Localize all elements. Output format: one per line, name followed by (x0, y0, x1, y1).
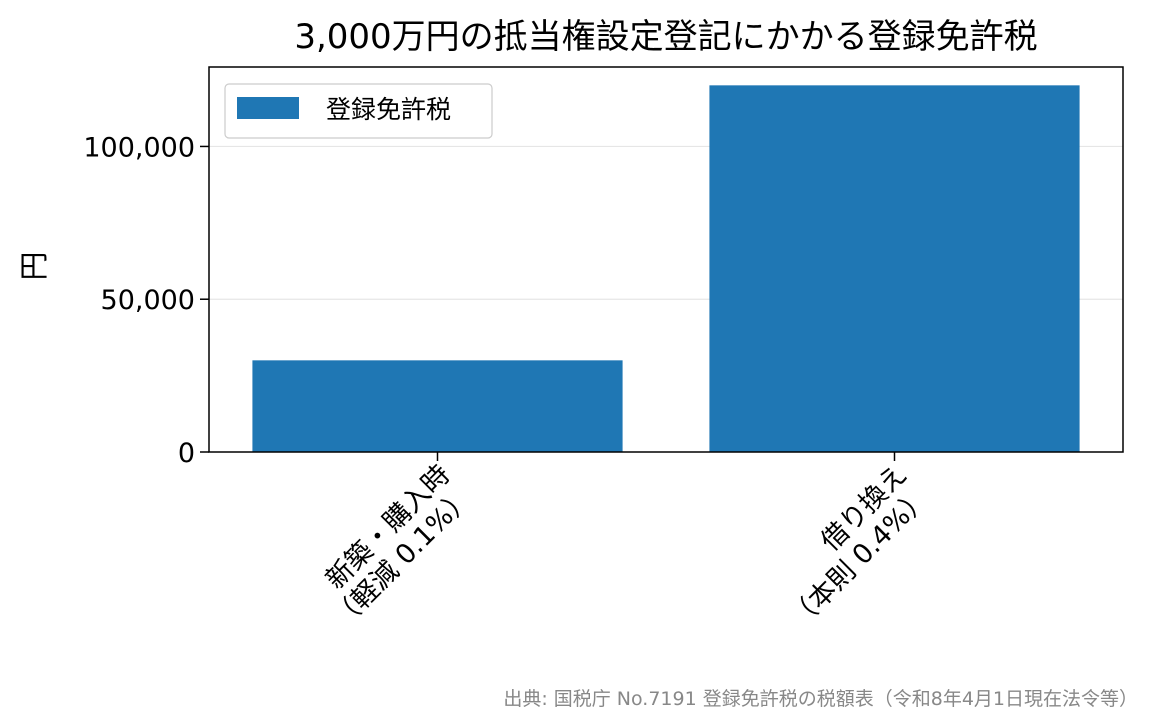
y-tick-label: 100,000 (83, 132, 195, 163)
plot-frame (208, 66, 1124, 453)
y-tick-label: 50,000 (101, 285, 195, 316)
x-tick-label: 新築・購入時（軽減 0.1%） (304, 459, 479, 634)
bar (252, 360, 623, 452)
bar (709, 85, 1080, 452)
legend: 登録免許税 (224, 83, 493, 139)
chart-title: 3,000万円の抵当権設定登記にかかる登録免許税 (294, 17, 1037, 57)
x-axis: 新築・購入時（軽減 0.1%） 借り換え（本則 0.4%） (304, 452, 936, 635)
svg-text:新築・購入時（軽減 0.1%）: 新築・購入時（軽減 0.1%） (304, 459, 479, 634)
y-axis: 0 50,000 100,000 (83, 132, 209, 469)
x-tick-label: 借り換え（本則 0.4%） (761, 459, 936, 634)
y-tick-label: 0 (178, 438, 195, 469)
legend-swatch (237, 97, 299, 119)
source-note: 出典: 国税庁 No.7191 登録免許税の税額表（令和8年4月1日現在法令等） (503, 688, 1138, 710)
y-axis-label: 円 (17, 251, 51, 280)
bars (252, 85, 1080, 452)
svg-text:借り換え（本則 0.4%）: 借り換え（本則 0.4%） (761, 459, 936, 634)
legend-label: 登録免許税 (326, 95, 451, 124)
